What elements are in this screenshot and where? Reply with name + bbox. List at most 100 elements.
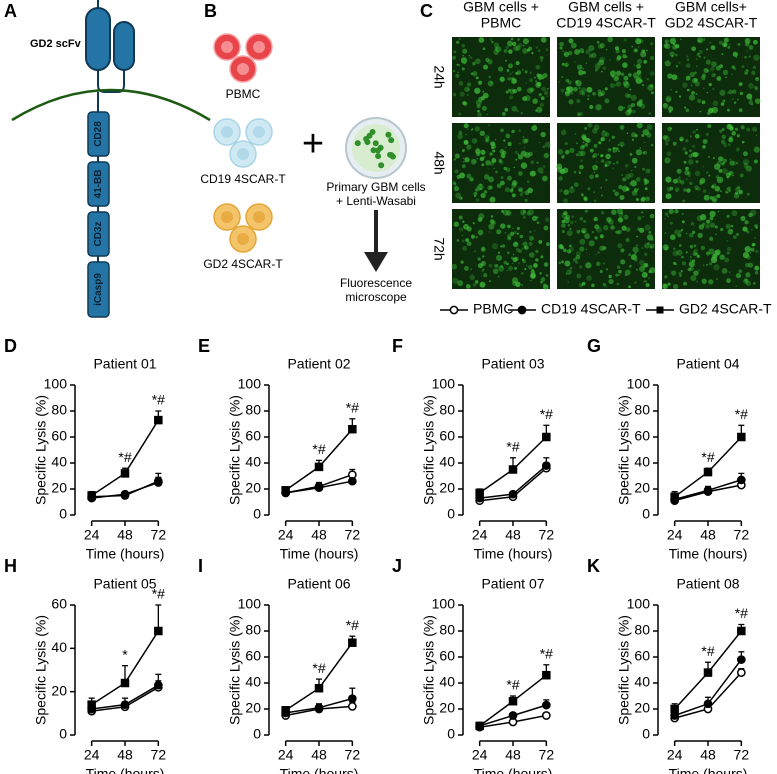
fluorescent-cell	[689, 71, 696, 78]
fluorescent-cell	[507, 40, 513, 47]
fluorescent-cell	[721, 161, 725, 166]
y-tick-label: 20	[439, 480, 455, 496]
fluorescent-cell	[615, 160, 619, 164]
fluorescent-cell	[579, 246, 585, 252]
fluorescent-cell	[511, 129, 515, 134]
y-axis-label: Specific Lysis (%)	[33, 395, 49, 505]
fluorescent-cell	[689, 266, 694, 271]
fluorescent-cell	[637, 216, 642, 221]
fluorescent-cell	[559, 41, 564, 47]
fluorescent-cell	[740, 125, 745, 130]
fluorescent-cell	[461, 67, 465, 71]
fluorescent-cell	[647, 242, 651, 246]
fluorescent-cell	[692, 251, 697, 257]
fluorescent-cell	[636, 235, 639, 238]
fluorescent-cell	[477, 183, 484, 191]
fluorescent-cell	[698, 39, 701, 43]
fluorescent-cell	[502, 209, 509, 216]
x-tick-label: 48	[311, 747, 327, 763]
x-axis-label: Time (hours)	[86, 766, 165, 774]
fluorescent-cell	[719, 190, 722, 193]
fluorescent-cell	[689, 244, 694, 249]
fluorescent-cell	[675, 187, 680, 192]
marker	[348, 638, 357, 647]
fluorescent-cell	[754, 224, 759, 228]
fluorescent-cell	[568, 38, 574, 44]
marker	[670, 704, 679, 714]
fluorescent-cell	[697, 98, 702, 103]
fluorescent-cell	[492, 220, 497, 225]
fluorescent-cell	[741, 65, 745, 69]
fluorescent-cell	[701, 100, 706, 105]
fluorescent-cell	[600, 154, 604, 158]
fluorescent-cell	[710, 220, 712, 222]
domain-box	[87, 261, 110, 318]
fluorescent-cell	[594, 63, 601, 70]
fluorescent-cell	[597, 92, 603, 97]
fluorescent-cell	[576, 99, 581, 104]
fluorescent-cell	[726, 240, 728, 242]
fluorescent-cell	[650, 91, 654, 95]
fluorescent-cell	[499, 148, 505, 154]
fluorescent-cell	[507, 78, 509, 80]
fluorescent-cell	[697, 269, 701, 272]
fluorescent-cell	[524, 138, 529, 143]
fluorescent-cell	[518, 188, 523, 192]
y-tick-label: 40	[439, 454, 455, 470]
fluorescent-cell	[670, 88, 673, 91]
marker	[542, 432, 551, 442]
fluorescent-cell	[501, 111, 506, 116]
fluorescent-cell	[519, 193, 524, 197]
fluorescent-cell	[725, 190, 728, 194]
legend-marker	[449, 305, 459, 315]
fluorescent-cell	[576, 64, 583, 70]
fluorescent-cell	[635, 38, 642, 45]
fluorescent-cell	[727, 91, 730, 95]
fluorescent-cell	[479, 187, 483, 191]
x-tick-label: 24	[84, 527, 100, 543]
fluorescent-cell	[672, 42, 676, 46]
fluorescent-cell	[597, 251, 600, 254]
panel-label: H	[4, 556, 17, 576]
fluorescent-cell	[747, 262, 754, 268]
fluorescent-cell	[531, 268, 535, 272]
fluorescent-cell	[561, 223, 566, 228]
fluorescent-cell	[482, 90, 485, 93]
fluorescent-cell	[490, 81, 493, 84]
fluorescent-cell	[663, 283, 666, 287]
fluorescent-cell	[732, 51, 738, 57]
fluorescent-cell	[536, 216, 539, 219]
marker	[737, 432, 746, 442]
marker	[737, 626, 746, 636]
fluorescent-cell	[480, 95, 486, 101]
fluorescent-cell	[608, 274, 612, 279]
fluorescent-cell	[623, 75, 629, 81]
fluorescent-cell	[616, 55, 622, 60]
fluorescent-cell	[541, 171, 544, 174]
fluorescent-cell	[640, 103, 646, 109]
fluorescent-cell	[479, 183, 482, 186]
fluorescent-cell	[710, 45, 716, 51]
marker	[541, 461, 551, 470]
fluorescent-cell	[615, 273, 619, 277]
fluorescent-cell	[512, 257, 518, 263]
fluorescent-cell	[453, 182, 457, 186]
fluorescent-cell	[452, 93, 457, 97]
fluorescent-cell	[509, 95, 514, 100]
fluorescent-cell	[498, 158, 503, 163]
fluorescent-cell	[598, 141, 602, 145]
fluorescent-cell	[719, 64, 724, 69]
fluorescent-cell	[729, 160, 735, 166]
fluorescent-cell	[669, 37, 677, 45]
fluorescent-cell	[592, 164, 598, 171]
fluorescent-cell	[635, 268, 639, 271]
fluorescent-cell	[614, 84, 617, 87]
marker	[314, 483, 324, 493]
fluorescent-cell	[500, 128, 504, 133]
fluorescent-cell	[735, 56, 738, 59]
fluorescent-cell	[477, 257, 481, 261]
fluorescent-cell	[721, 53, 724, 55]
fluorescent-cell	[614, 74, 620, 80]
fluorescent-cell	[722, 42, 728, 48]
cell-nucleus	[221, 41, 233, 53]
